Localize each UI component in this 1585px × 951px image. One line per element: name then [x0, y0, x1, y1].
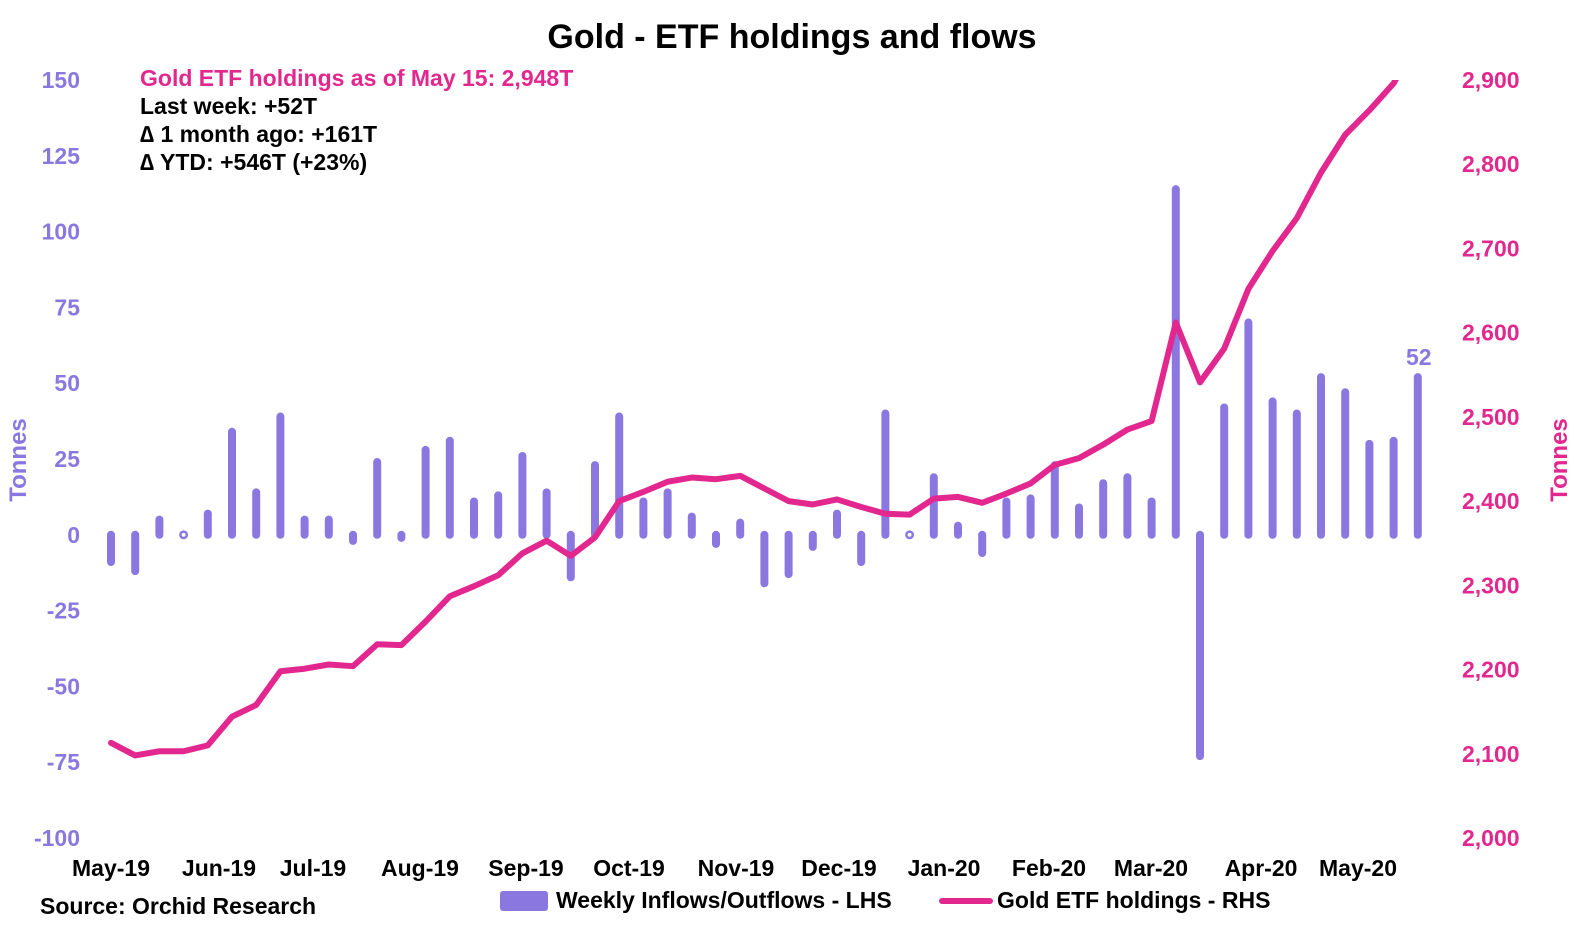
left-axis-title: Tonnes — [5, 418, 32, 502]
right-axis-ticks: 2,900 2,800 2,700 2,600 2,500 2,400 2,300 2,200… — [1462, 67, 1520, 851]
left-tick-label: -50 — [47, 673, 80, 699]
left-tick-label: 0 — [67, 522, 80, 548]
left-tick-label: 25 — [54, 446, 80, 472]
line-series — [108, 80, 1399, 759]
x-tick-label: Feb-20 — [1012, 855, 1086, 881]
legend-swatch-bars — [500, 891, 548, 911]
annotation-ytd: ∆ YTD: +546T (+23%) — [140, 149, 367, 175]
right-tick-label: 2,100 — [1462, 741, 1520, 767]
annotation-last-week: Last week: +52T — [140, 93, 317, 119]
source-note: Source: Orchid Research — [40, 893, 316, 919]
right-tick-label: 2,300 — [1462, 572, 1520, 598]
left-tick-label: -100 — [34, 825, 80, 851]
right-tick-label: 2,800 — [1462, 151, 1520, 177]
x-tick-label: Nov-19 — [698, 855, 775, 881]
annotation-holdings: Gold ETF holdings as of May 15: 2,948T — [140, 65, 573, 91]
x-tick-label: Aug-19 — [381, 855, 459, 881]
annotation-month-ago: ∆ 1 month ago: +161T — [140, 121, 377, 147]
right-axis-title: Tonnes — [1546, 418, 1573, 502]
x-tick-label: May-20 — [1319, 855, 1397, 881]
legend-label-line: Gold ETF holdings - RHS — [997, 887, 1270, 913]
x-tick-label: Jun-19 — [182, 855, 256, 881]
left-tick-label: 50 — [54, 370, 80, 396]
legend-label-bars: Weekly Inflows/Outflows - LHS — [556, 887, 892, 913]
x-tick-label: Jul-19 — [280, 855, 346, 881]
left-tick-label: -25 — [47, 598, 80, 624]
right-tick-label: 2,400 — [1462, 488, 1520, 514]
left-axis-ticks: 150 125 100 75 50 25 0 -25 -50 -75 -100 — [34, 67, 80, 851]
legend: Weekly Inflows/Outflows - LHS Gold ETF h… — [500, 887, 1270, 913]
right-tick-label: 2,700 — [1462, 235, 1520, 261]
right-tick-label: 2,000 — [1462, 825, 1520, 851]
right-tick-label: 2,200 — [1462, 657, 1520, 683]
x-axis-ticks: May-19 Jun-19 Jul-19 Aug-19 Sep-19 Oct-19 Nov-… — [72, 855, 1397, 881]
left-tick-label: 150 — [42, 67, 80, 93]
right-tick-label: 2,500 — [1462, 404, 1520, 430]
x-tick-label: Apr-20 — [1225, 855, 1298, 881]
x-tick-label: Mar-20 — [1114, 855, 1188, 881]
left-tick-label: 125 — [42, 143, 81, 169]
x-tick-label: Jan-20 — [908, 855, 981, 881]
x-tick-label: May-19 — [72, 855, 150, 881]
left-tick-label: 100 — [42, 219, 80, 245]
left-tick-label: -75 — [47, 749, 80, 775]
right-tick-label: 2,600 — [1462, 320, 1520, 346]
chart-title: Gold - ETF holdings and flows — [547, 18, 1036, 56]
last-bar-data-label: 52 — [1406, 344, 1432, 370]
x-tick-label: Sep-19 — [488, 855, 563, 881]
bar-series — [107, 185, 1422, 761]
bar-flow — [179, 530, 189, 540]
left-tick-label: 75 — [54, 294, 80, 320]
bar-flow — [905, 530, 915, 540]
right-tick-label: 2,900 — [1462, 67, 1520, 93]
x-tick-label: Oct-19 — [593, 855, 665, 881]
x-tick-label: Dec-19 — [801, 855, 876, 881]
holdings-line — [108, 80, 1399, 759]
